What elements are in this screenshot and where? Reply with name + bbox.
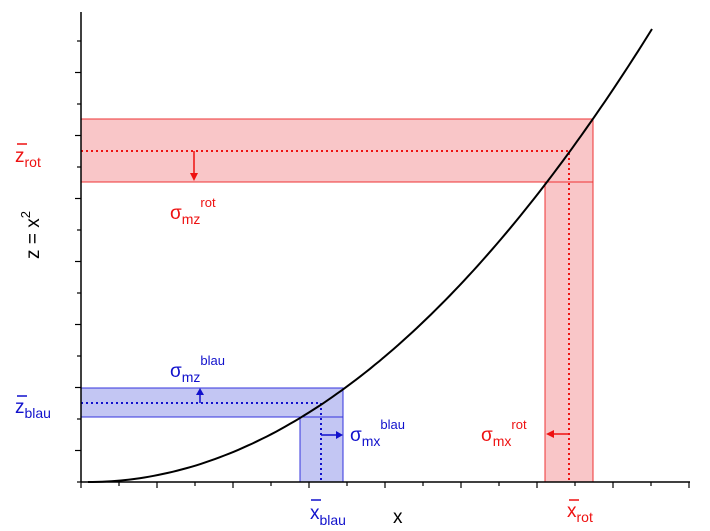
svg-text:zblau: zblau: [15, 397, 51, 421]
sigma-mx-blau-label: σmxblau: [350, 417, 405, 449]
parabola-curve: [88, 28, 653, 483]
sigma-mz-blau-arrow: [196, 388, 204, 403]
sigma-mx-blau-arrow: [321, 431, 343, 439]
svg-text:xblau: xblau: [310, 503, 346, 528]
svg-text:zrot: zrot: [15, 146, 41, 170]
svg-text:z = x2: z = x2: [18, 211, 44, 259]
sigma-mz-rot-arrow: [190, 151, 198, 181]
svg-text:xrot: xrot: [567, 501, 593, 525]
sigma-mx-rot-arrow: [546, 430, 569, 438]
axis-ticks: [75, 40, 690, 488]
sigma-mz-rot-label: σmzrot: [170, 195, 216, 227]
x-axis-label: x: [393, 507, 403, 528]
blue-mean-dotted-line: [81, 402, 322, 482]
x-blau-label: xblau: [310, 499, 346, 528]
z-blau-label: zblau: [15, 395, 51, 421]
y-axis-label: z = x2: [18, 211, 44, 259]
z-rot-label: zrot: [15, 143, 41, 170]
sigma-mx-rot-label: σmxrot: [481, 417, 527, 449]
sigma-mz-blau-label: σmzblau: [170, 353, 225, 385]
x-rot-label: xrot: [567, 499, 593, 525]
